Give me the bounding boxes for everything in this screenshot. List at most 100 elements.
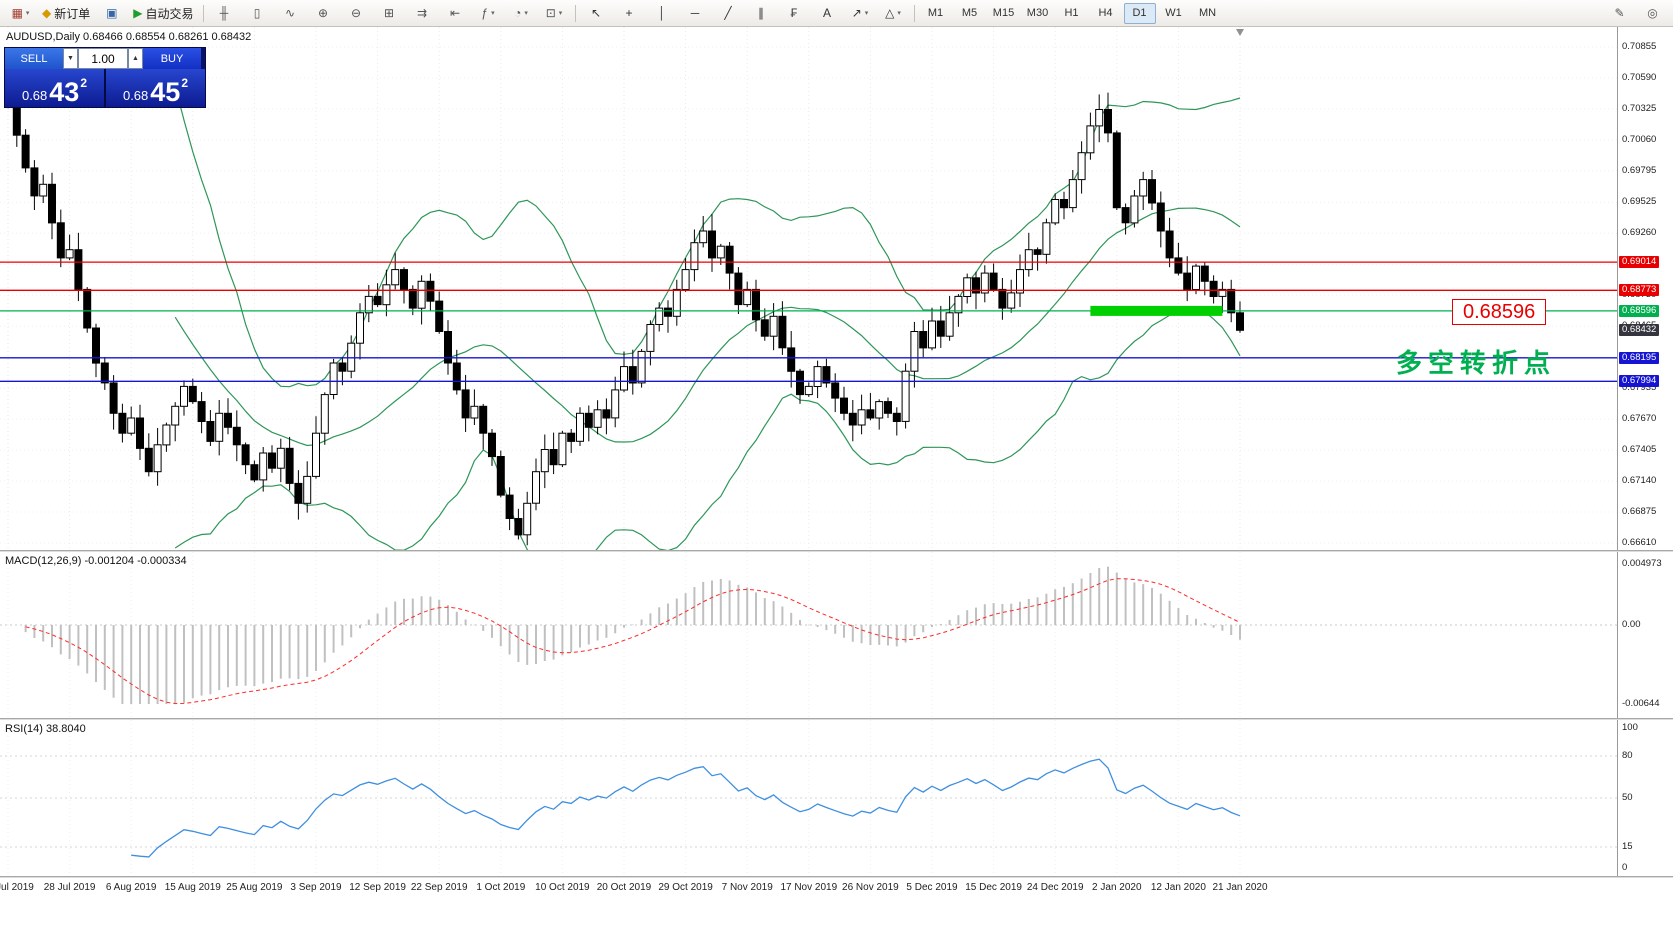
axis-label: 0.66610 <box>1622 536 1657 548</box>
axis-label: 0.69795 <box>1622 164 1657 176</box>
zoom-out-button[interactable]: ⊖ <box>340 2 373 25</box>
toolbar-separator <box>913 4 915 22</box>
date-label: 6 Aug 2019 <box>105 882 157 893</box>
chevron-down-icon: ▾ <box>558 10 563 17</box>
panel-divider[interactable] <box>0 550 1673 552</box>
date-label: 12 Sep 2019 <box>349 882 406 893</box>
date-label: 20 Oct 2019 <box>596 882 652 893</box>
vertical-line-button[interactable]: │ <box>646 2 679 25</box>
date-label: 29 Oct 2019 <box>658 882 713 893</box>
axis-label: 0.00 <box>1622 619 1641 630</box>
rsi-surface[interactable] <box>0 720 1617 876</box>
macd-histogram <box>24 566 1241 704</box>
indicators-button[interactable]: ƒ ▾ <box>472 2 505 25</box>
arrows-button[interactable]: ↗ ▾ <box>844 2 877 25</box>
horizontal-line-button[interactable]: ─ <box>679 2 712 25</box>
axis-price-tag: 0.68195 <box>1619 351 1660 364</box>
trendline-button[interactable]: ╱ <box>712 2 745 25</box>
macd-surface[interactable] <box>0 552 1617 718</box>
macd-axis[interactable]: 0.004973 0.00 -0.00644 <box>1617 552 1673 718</box>
macd-title: MACD(12,26,9) <box>5 555 82 567</box>
axis-label: 0.67405 <box>1622 444 1657 456</box>
buy-price-big: 45 <box>150 77 181 107</box>
algo-trading-button[interactable]: ▶ 自动交易 <box>128 2 198 25</box>
line-chart-button[interactable]: ∿ <box>274 2 307 25</box>
zoom-in-button[interactable]: ⊕ <box>307 2 340 25</box>
bar-chart-button[interactable]: ╫ <box>208 2 241 25</box>
edit-pencil-button[interactable]: ✎ <box>1603 2 1636 25</box>
chevron-down-icon: ▾ <box>864 10 869 17</box>
toolbar-separator <box>202 4 204 22</box>
search-button[interactable]: ◎ <box>1636 2 1669 25</box>
date-label: 28 Jul 2019 <box>43 882 96 893</box>
sell-price[interactable]: 0.68 43 2 <box>5 69 106 107</box>
date-axis[interactable]: 18 Jul 2019 28 Jul 2019 6 Aug 2019 15 Aug 2… <box>0 878 1673 900</box>
equidistant-channel-icon: ∥ <box>758 6 764 20</box>
fibonacci-button[interactable]: ₣ <box>778 2 811 25</box>
timeframe-button-d1[interactable]: D1 <box>1123 2 1156 24</box>
main-chart-panel: 0.70855 0.70590 0.70325 0.70060 0.69795 0.695… <box>0 27 1673 550</box>
arrows-icon: ↗ <box>851 6 862 20</box>
macd-panel: 0.004973 0.00 -0.00644 MACD(12,26,9) -0.00… <box>0 552 1673 718</box>
new-chart-icon: ▦ <box>11 6 23 20</box>
timeframe-button-m1[interactable]: M1 <box>927 7 944 19</box>
bollinger-upper <box>174 86 1241 388</box>
axis-price-tag: 0.68773 <box>1619 284 1660 297</box>
date-label: 15 Aug 2019 <box>164 882 221 893</box>
panel-divider <box>0 876 1673 878</box>
sell-button[interactable]: SELL <box>5 48 63 69</box>
cursor-button[interactable]: ↖ <box>580 2 613 25</box>
macd-main-value: -0.001204 <box>84 555 135 567</box>
trendline-icon: ╱ <box>724 6 732 20</box>
sell-price-big: 43 <box>49 77 80 107</box>
timeframe-button-m30[interactable]: M30 <box>1026 7 1049 19</box>
text-label-icon: A <box>822 6 831 20</box>
chevron-down-icon: ▾ <box>897 10 901 17</box>
shapes-button[interactable]: △ ▾ <box>877 2 910 25</box>
buy-button[interactable]: BUY <box>143 48 201 69</box>
timeframe-button-h1[interactable]: H1 <box>1064 7 1079 19</box>
timeframe-button-w1[interactable]: W1 <box>1165 7 1182 19</box>
timeframe-button-mn[interactable]: MN <box>1198 7 1217 19</box>
buy-price[interactable]: 0.68 45 2 <box>106 69 205 107</box>
candlestick-chart-button[interactable]: ▯ <box>241 2 274 25</box>
rsi-title: RSI(14) <box>5 723 43 735</box>
panel-divider[interactable] <box>0 718 1673 720</box>
macd-signal-value: -0.000334 <box>137 555 187 567</box>
equidistant-channel-button[interactable]: ∥ <box>745 2 778 25</box>
rsi-value: 38.8040 <box>45 723 86 735</box>
chart-shift-button[interactable]: ⇤ <box>439 2 472 25</box>
chart-symbol: AUDUSD,Daily <box>6 31 80 43</box>
text-label-button[interactable]: A <box>811 2 844 25</box>
periods-button[interactable]: ◔ ▾ <box>505 2 538 25</box>
turning-point-label[interactable]: 多空转折点 <box>1396 348 1557 378</box>
open-account-button[interactable]: ▣ <box>95 2 128 25</box>
volume-stepper[interactable]: ▲ <box>128 48 143 69</box>
edit-pencil-icon: ✎ <box>1614 6 1625 20</box>
new-order-button[interactable]: ◆ 新订单 <box>37 2 95 25</box>
timeframe-button-m5[interactable]: M5 <box>961 7 978 19</box>
date-label: 17 Nov 2019 <box>780 882 838 893</box>
crosshair-button[interactable]: + <box>613 2 646 25</box>
date-label: 12 Jan 2020 <box>1150 882 1206 893</box>
macd-signal-line <box>25 578 1241 705</box>
indicators-icon: ƒ <box>481 6 489 20</box>
tile-windows-button[interactable]: ⊞ <box>373 2 406 25</box>
auto-scroll-button[interactable]: ⇉ <box>406 2 439 25</box>
timeframe-button-h4[interactable]: H4 <box>1098 7 1113 19</box>
chart-shift-marker[interactable] <box>1236 29 1244 36</box>
price-callout-box[interactable]: 0.68596 <box>1452 299 1547 325</box>
highlight-zone[interactable] <box>1090 305 1223 316</box>
date-label: 18 Jul 2019 <box>0 882 34 893</box>
timeframe-button-m15[interactable]: M15 <box>992 7 1015 19</box>
new-chart-button[interactable]: ▦ ▾ <box>4 2 37 25</box>
horizontal-lines-layer <box>0 261 1617 382</box>
templates-button[interactable]: ⊡ ▾ <box>538 2 571 25</box>
volume-dropdown-button[interactable]: ▼ <box>63 48 78 69</box>
volume-input[interactable] <box>78 48 128 69</box>
main-chart-surface[interactable] <box>0 27 1617 550</box>
price-axis[interactable]: 0.70855 0.70590 0.70325 0.70060 0.69795 0.695… <box>1617 27 1673 550</box>
candles-layer <box>4 89 1244 546</box>
rsi-axis[interactable]: 100 80 50 15 0 <box>1617 720 1673 876</box>
bar-chart-icon: ╫ <box>219 6 229 20</box>
